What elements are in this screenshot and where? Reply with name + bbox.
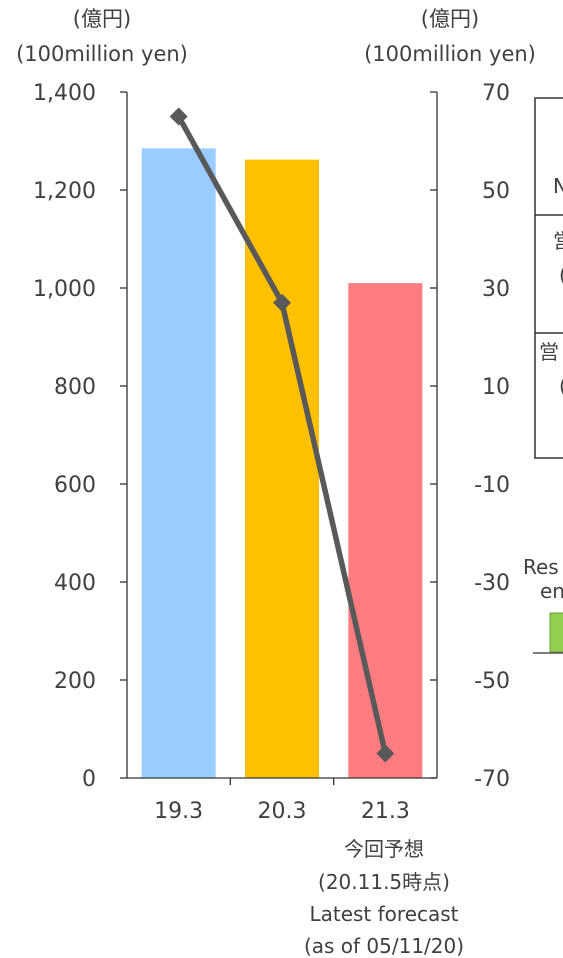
- cut-off-table: N 営 ( 営 (: [534, 97, 563, 459]
- left-axis-unit-ja: (億円): [73, 7, 131, 31]
- table-border: [534, 97, 563, 459]
- left-axis-ticks: 1,400 1,200 1,000 800 600 400 200 0: [33, 81, 127, 792]
- left-tick-label: 600: [54, 473, 96, 498]
- line-series: [169, 107, 395, 763]
- right-tick-label: -50: [474, 669, 510, 694]
- line-point-20.3: [273, 293, 291, 312]
- forecast-note-line-4: (as of 05/11/20): [304, 934, 464, 958]
- right-axis-unit-en: (100million yen): [364, 42, 536, 66]
- bar-21.3: [348, 283, 423, 778]
- table-text-1: N: [553, 174, 563, 198]
- forecast-note-line-2: (20.11.5時点): [318, 870, 450, 894]
- x-tick-label-20.3: 20.3: [258, 799, 307, 824]
- right-tick-label: -10: [474, 473, 510, 498]
- legend-text-1: Res: [523, 555, 559, 579]
- right-tick-label: -70: [474, 767, 510, 792]
- right-axis-unit-ja: (億円): [421, 7, 479, 31]
- right-tick-label: 30: [482, 277, 510, 302]
- x-axis-ticks: 19.3 20.3 21.3: [154, 778, 410, 824]
- left-tick-label: 1,200: [33, 179, 96, 204]
- left-tick-label: 1,400: [33, 81, 96, 106]
- line-point-21.3: [376, 744, 395, 763]
- legend-text-2: en: [540, 579, 563, 603]
- x-tick-label-21.3: 21.3: [361, 799, 410, 824]
- right-axis-ticks: 70 50 30 10 -10 -30 -50 -70: [430, 81, 510, 792]
- axes: [126, 92, 438, 779]
- left-tick-label: 1,000: [33, 277, 96, 302]
- x-tick-label-19.3: 19.3: [154, 799, 203, 824]
- line-point-19.3: [169, 107, 188, 126]
- forecast-note-line-3: Latest forecast: [309, 902, 458, 926]
- left-axis-unit-en: (100million yen): [16, 42, 188, 66]
- table-text-2: 営: [553, 229, 563, 253]
- bars: [141, 148, 423, 779]
- left-tick-label: 0: [82, 767, 96, 792]
- legend-swatch-green: [549, 612, 563, 653]
- left-tick-label: 200: [54, 669, 96, 694]
- right-tick-label: 10: [482, 375, 510, 400]
- bar-19.3: [141, 148, 216, 779]
- table-text-3: (: [559, 263, 563, 287]
- right-tick-label: 50: [482, 179, 510, 204]
- table-text-4: 営: [539, 340, 559, 364]
- left-tick-label: 800: [54, 375, 96, 400]
- right-tick-label: 70: [482, 81, 510, 106]
- right-tick-label: -30: [474, 571, 510, 596]
- forecast-note-line-1: 今回予想: [344, 837, 424, 861]
- table-text-5: (: [559, 374, 563, 398]
- left-tick-label: 400: [54, 571, 96, 596]
